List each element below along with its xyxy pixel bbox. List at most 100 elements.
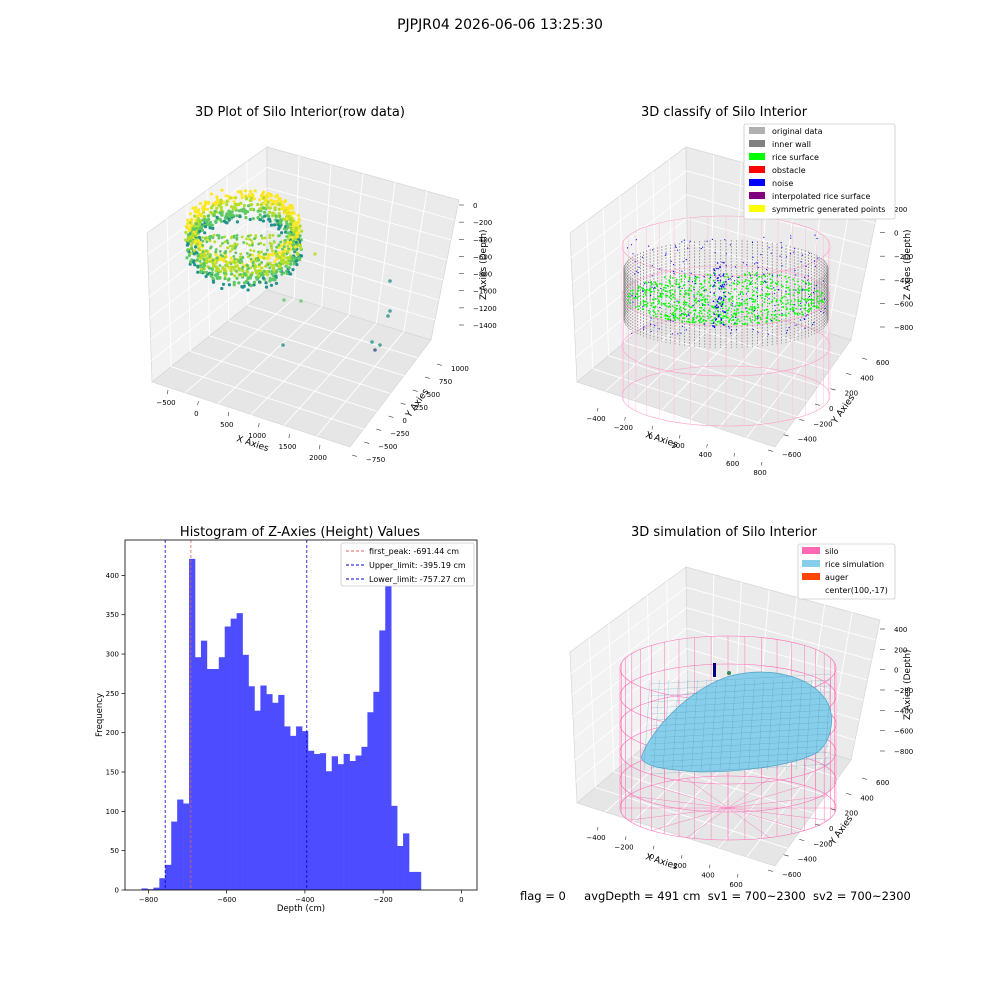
data-point — [276, 199, 280, 203]
noise-point — [713, 268, 715, 270]
noise-point — [649, 294, 652, 297]
noise-point — [766, 269, 768, 271]
noise-point — [745, 293, 748, 295]
noise-point — [820, 310, 822, 312]
noise-point — [795, 274, 797, 276]
rice-point — [693, 313, 696, 316]
grid-line — [624, 342, 808, 402]
noise-point — [746, 264, 748, 266]
data-point — [275, 257, 279, 261]
rice-point — [758, 275, 760, 278]
data-point — [257, 253, 261, 257]
rice-point — [725, 305, 727, 307]
surface-mesh — [643, 679, 651, 771]
rice-point — [629, 290, 632, 292]
noise-point — [693, 296, 695, 298]
grid-line — [321, 164, 332, 307]
noise-point — [634, 273, 636, 275]
rice-point — [747, 312, 750, 314]
tick-label: 0 — [194, 410, 198, 418]
rice-point — [798, 312, 801, 315]
rice-point — [783, 295, 786, 298]
noise-point — [693, 288, 695, 290]
grid-line — [588, 637, 596, 788]
silo-spoke — [727, 807, 828, 821]
rice-point — [743, 300, 746, 303]
data-point — [273, 277, 277, 282]
surface-mesh — [738, 679, 746, 771]
rice-point — [680, 309, 683, 312]
data-point — [211, 268, 214, 271]
data-point — [223, 255, 227, 259]
data-point — [229, 256, 233, 260]
noise-point — [700, 248, 702, 250]
rice-point — [747, 287, 750, 290]
rice-point — [737, 308, 739, 311]
noise-point — [673, 272, 675, 274]
rice-point — [738, 276, 740, 279]
legend-label: original data — [772, 127, 823, 136]
tick-mark — [681, 855, 683, 859]
noise-point — [774, 309, 777, 311]
data-point — [219, 208, 223, 212]
data-point — [238, 255, 242, 259]
data-point — [294, 240, 298, 244]
tick-mark — [761, 461, 763, 466]
histogram-bar — [290, 735, 297, 890]
legend-swatch — [749, 140, 765, 147]
noise-point — [801, 289, 803, 291]
data-point — [279, 218, 283, 222]
tick-label: 0 — [473, 202, 477, 210]
data-point — [228, 212, 232, 216]
tick-label: 0 — [829, 405, 833, 413]
data-point — [258, 269, 261, 273]
rice-point — [700, 299, 702, 302]
rice-point — [709, 274, 712, 277]
rice-point — [684, 274, 686, 276]
rice-point — [754, 274, 756, 277]
tick-mark — [709, 864, 711, 869]
legend-label: first_peak: -691.44 cm — [369, 547, 459, 556]
noise-point — [677, 333, 679, 335]
tick-label: −750 — [366, 456, 385, 464]
histogram-bar — [361, 746, 368, 890]
ytick-label: 0 — [115, 887, 119, 895]
rice-point — [743, 323, 746, 326]
noise-point — [714, 319, 717, 321]
rice-point — [714, 285, 717, 287]
data-point — [287, 266, 291, 270]
rice-point — [713, 317, 716, 320]
data-point — [246, 288, 250, 292]
rice-point — [794, 298, 796, 301]
rice-point — [627, 299, 630, 302]
silo-spoke — [727, 795, 828, 809]
surface-mesh — [795, 679, 803, 771]
rice-point — [757, 306, 760, 309]
rice-point — [765, 321, 768, 324]
grid-line — [608, 355, 797, 417]
rice-point — [767, 287, 770, 290]
rice-point — [652, 310, 655, 312]
data-point — [233, 202, 237, 206]
data-point — [237, 259, 241, 263]
data-point — [267, 214, 271, 218]
data-point — [239, 190, 243, 194]
data-point — [264, 252, 268, 256]
rice-point — [768, 293, 771, 295]
data-point — [299, 246, 303, 250]
data-point — [198, 201, 203, 206]
noise-point — [823, 280, 825, 282]
rice-point — [669, 276, 672, 278]
noise-point — [786, 256, 788, 258]
data-point — [201, 208, 205, 212]
status-sv2: sv2 = 700~2300 — [812, 889, 911, 903]
data-point — [278, 265, 281, 269]
histogram-bar — [153, 887, 160, 890]
noise-point — [713, 269, 716, 272]
rice-point — [742, 293, 744, 296]
rice-point — [739, 304, 741, 306]
rice-point — [779, 299, 782, 302]
rice-point — [731, 295, 734, 298]
rice-point — [754, 286, 757, 289]
